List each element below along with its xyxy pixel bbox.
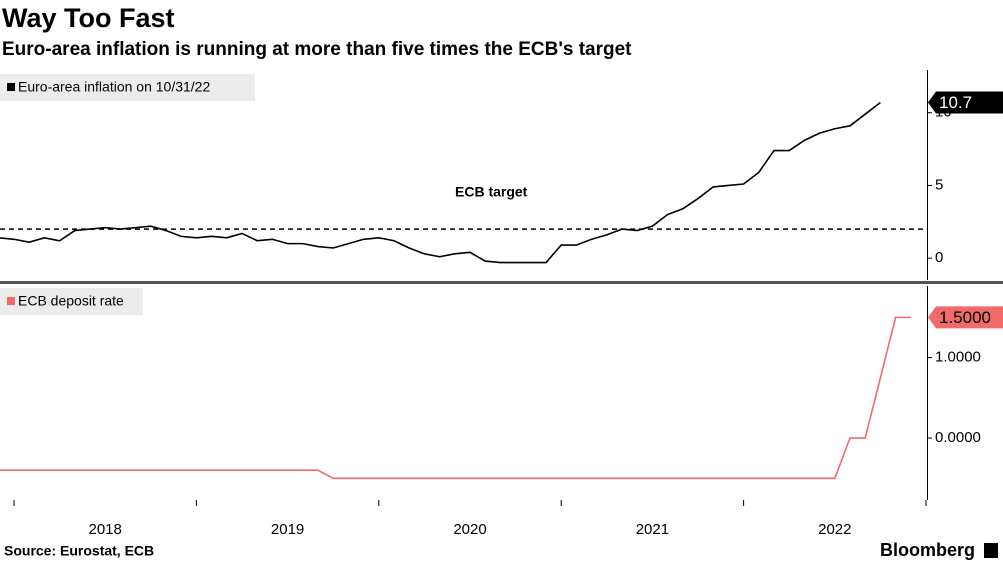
- legend-label: Euro-area inflation on 10/31/22: [18, 79, 210, 95]
- end-label: 1.5000: [939, 308, 991, 327]
- legend-box: [0, 74, 255, 101]
- chart-title: Way Too Fast: [2, 3, 175, 33]
- legend-swatch: [7, 297, 15, 305]
- x-tick-label: 2020: [453, 521, 486, 538]
- legend-label: ECB deposit rate: [18, 293, 124, 309]
- end-badge: [928, 306, 1003, 329]
- brand-icon: [984, 543, 998, 558]
- legend-swatch: [7, 83, 15, 91]
- end-label: 10.7: [939, 93, 972, 112]
- end-badge: [928, 91, 1003, 114]
- y-tick-label: 0: [935, 249, 943, 266]
- legend-box: [0, 288, 143, 315]
- series-line: [0, 101, 881, 264]
- y-tick-label: 1.0000: [935, 349, 981, 366]
- x-tick-label: 2019: [271, 521, 304, 538]
- y-tick-label: 0.0000: [935, 429, 981, 446]
- y-tick-label: 5: [935, 176, 943, 193]
- x-tick-label: 2018: [89, 521, 122, 538]
- brand: Bloomberg: [880, 540, 975, 560]
- source: Source: Eurostat, ECB: [4, 543, 154, 559]
- x-tick-label: 2022: [818, 521, 851, 538]
- chart-subtitle: Euro-area inflation is running at more t…: [2, 39, 632, 60]
- series-line: [0, 316, 911, 480]
- x-tick-label: 2021: [636, 521, 669, 538]
- target-label: ECB target: [455, 184, 528, 200]
